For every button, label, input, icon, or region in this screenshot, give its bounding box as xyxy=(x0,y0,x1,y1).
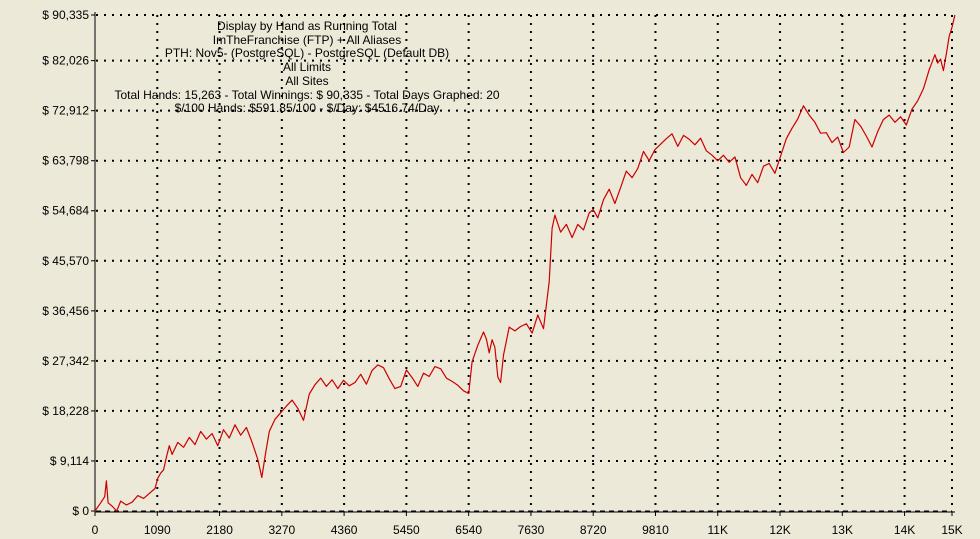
x-tick-label: 2180 xyxy=(206,523,233,537)
x-tick-label: 14K xyxy=(894,523,915,537)
x-tick-label: 3270 xyxy=(268,523,295,537)
x-tick-label: 12K xyxy=(769,523,790,537)
y-tick-label: $ 72,912 xyxy=(42,104,89,118)
y-tick-label: $ 54,684 xyxy=(42,204,89,218)
tick-labels: $ 0 $ 9,114 $ 18,228 $ 27,342 $ 36,456 $ 45,5… xyxy=(42,8,962,537)
x-tick-label: 6540 xyxy=(455,523,482,537)
info-line-sites: All Sites xyxy=(285,73,329,88)
y-tick-label: $ 36,456 xyxy=(42,304,89,318)
info-line-totals: Total Hands: 15,263 - Total Winnings: $ … xyxy=(114,87,500,102)
x-tick-label: 15K xyxy=(941,523,962,537)
y-tick-label: $ 63,798 xyxy=(42,154,89,168)
info-line-rates: $/100 Hands: $591.85/100 - $/Day: $4516.… xyxy=(174,101,440,116)
x-tick-label: 8720 xyxy=(580,523,607,537)
x-tick-label: 9810 xyxy=(642,523,669,537)
info-line-database: PTH: Nov5- (PostgreSQL) - PostgreSQL (De… xyxy=(164,46,450,61)
series-layer xyxy=(94,14,956,512)
x-tick-label: 1090 xyxy=(144,523,171,537)
y-tick-label: $ 9,114 xyxy=(50,454,89,468)
x-tick-label: 11K xyxy=(708,523,728,537)
x-tick-label: 5450 xyxy=(393,523,420,537)
running-total-line xyxy=(94,14,956,512)
y-tick-label: $ 27,342 xyxy=(42,354,89,368)
y-tick-label: $ 18,228 xyxy=(42,404,89,418)
x-tick-label: 7630 xyxy=(518,523,545,537)
x-tick-label: 13K xyxy=(832,523,853,537)
x-tick-label: 4360 xyxy=(331,523,358,537)
y-tick-label: $ 45,570 xyxy=(42,254,89,268)
y-tick-label: $ 0 xyxy=(72,504,89,518)
info-line-title: Display by Hand as Running Total xyxy=(217,19,397,33)
y-tick-label: $ 82,026 xyxy=(42,54,89,68)
y-tick-label: $ 90,335 xyxy=(42,8,89,22)
chart-info: Display by Hand as Running Total ImTheFr… xyxy=(95,19,519,116)
x-tick-label: 0 xyxy=(92,523,99,537)
axes xyxy=(91,12,955,516)
info-line-player: ImTheFranchise (FTP) + All Aliases xyxy=(212,32,402,47)
grid xyxy=(96,14,953,512)
info-line-limits: All Limits xyxy=(282,60,331,75)
